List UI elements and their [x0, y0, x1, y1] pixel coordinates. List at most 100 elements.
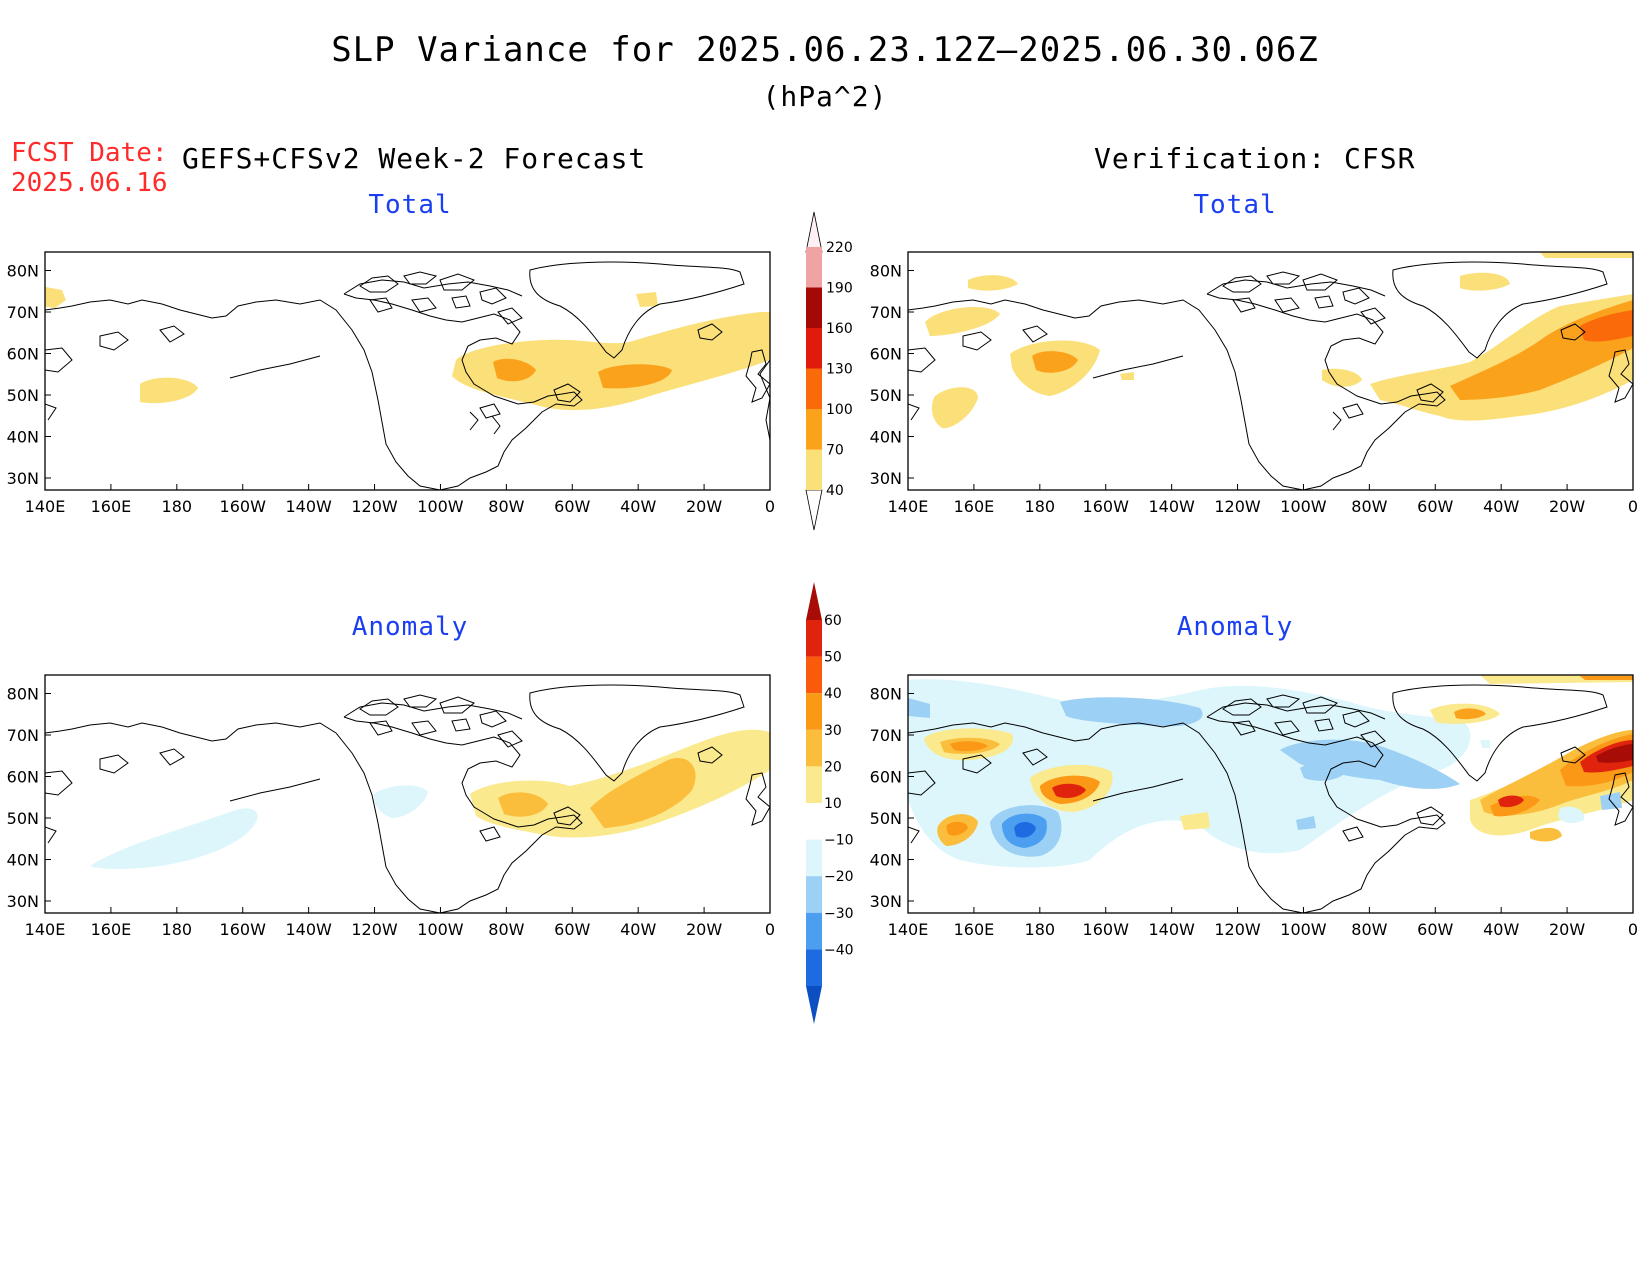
- lon-tick-label-forecast-total: 120W: [351, 497, 398, 516]
- lon-tick-label-forecast-anomaly: 40W: [620, 920, 656, 939]
- lon-tick-label-verification-anomaly: 60W: [1417, 920, 1453, 939]
- lat-tick-label-verification-anomaly: 70N: [870, 726, 902, 745]
- lon-tick-label-verification-anomaly: 0: [1628, 920, 1638, 939]
- colorbar-anomaly-label: −40: [824, 942, 854, 958]
- lon-tick-label-verification-anomaly: 120W: [1214, 920, 1261, 939]
- lon-tick-label-verification-anomaly: 20W: [1549, 920, 1585, 939]
- lat-tick-label-forecast-total: 40N: [7, 428, 39, 447]
- lon-tick-label-forecast-total: 40W: [620, 497, 656, 516]
- lon-tick-label-forecast-anomaly: 80W: [488, 920, 524, 939]
- map-frame-forecast-total: [44, 251, 771, 491]
- colorbar-anomaly-label: 30: [824, 723, 842, 739]
- lon-tick-label-forecast-total: 140E: [25, 497, 66, 516]
- lat-tick-label-verification-total: 50N: [870, 386, 902, 405]
- colorbar-total-swatch: [806, 368, 822, 409]
- lon-tick-label-forecast-total: 20W: [686, 497, 722, 516]
- lon-tick-label-verification-anomaly: 160W: [1083, 920, 1130, 939]
- map-verification-total: 140E 160E 180 160W 140W 120W 100W 80W 60W 40W 20W 0…: [870, 251, 1638, 517]
- lat-tick-label-forecast-total: 70N: [7, 303, 39, 322]
- lon-tick-label-verification-total: 140E: [888, 497, 929, 516]
- lon-tick-label-verification-total: 20W: [1549, 497, 1585, 516]
- lat-tick-label-verification-total: 40N: [870, 428, 902, 447]
- lat-tick-label-verification-anomaly: 40N: [870, 851, 902, 870]
- map-verification-anomaly: 140E 160E 180 160W 140W 120W 100W 80W 60W 40W 20W 0…: [870, 674, 1638, 939]
- colorbar-total-label: 100: [826, 402, 853, 418]
- colorbar-total-swatch: [806, 287, 822, 328]
- lon-tick-label-forecast-total: 100W: [417, 497, 464, 516]
- colorbar-total-label: 130: [826, 362, 853, 378]
- verification-title: Verification: CFSR: [1094, 142, 1416, 175]
- lon-tick-label-verification-total: 160E: [954, 497, 995, 516]
- lon-tick-label-forecast-anomaly: 20W: [686, 920, 722, 939]
- lon-tick-label-forecast-total: 140W: [285, 497, 332, 516]
- colorbar-anomaly-min-arrow: [806, 986, 822, 1024]
- lon-tick-label-verification-anomaly: 40W: [1483, 920, 1519, 939]
- lat-tick-label-verification-anomaly: 30N: [870, 892, 902, 911]
- colorbar-anomaly-swatch: [806, 656, 822, 694]
- lon-tick-label-forecast-total: 0: [765, 497, 775, 516]
- axes-verification-total: 140E 160E 180 160W 140W 120W 100W 80W 60W 40W 20W 0…: [870, 262, 1638, 517]
- colorbar-total-label: 40: [826, 483, 844, 499]
- colorbar-anomaly-label: 10: [824, 796, 842, 812]
- lat-tick-label-forecast-anomaly: 60N: [7, 768, 39, 787]
- coastlines-forecast-total: [45, 261, 770, 490]
- colorbar-total-label: 220: [826, 240, 853, 256]
- colorbar-anomaly: 60 50 40 30 20 10 −10 −20 −30 −40: [806, 582, 854, 1024]
- colorbar-anomaly-label: 60: [824, 613, 842, 629]
- lat-tick-label-forecast-total: 60N: [7, 345, 39, 364]
- panel-title-forecast-total: Total: [368, 190, 452, 220]
- colorbar-total-swatch: [806, 409, 822, 450]
- contour-fills-forecast-anomaly: [90, 729, 770, 869]
- colorbar-total-swatch: [806, 328, 822, 369]
- lon-tick-label-forecast-total: 60W: [554, 497, 590, 516]
- lat-tick-label-forecast-anomaly: 70N: [7, 726, 39, 745]
- lat-tick-label-verification-anomaly: 50N: [870, 809, 902, 828]
- lat-tick-label-verification-anomaly: 60N: [870, 768, 902, 787]
- lat-tick-label-forecast-total: 50N: [7, 386, 39, 405]
- lat-tick-label-verification-total: 80N: [870, 262, 902, 281]
- colorbar-anomaly-swatch: [806, 949, 822, 986]
- axes-forecast-anomaly: 140E 160E 180 160W 140W 120W 100W 80W 60W 40W 20W 0…: [7, 685, 775, 940]
- lon-tick-label-verification-total: 60W: [1417, 497, 1453, 516]
- lon-tick-label-verification-total: 180: [1025, 497, 1056, 516]
- figure-units: (hPa^2): [762, 80, 888, 113]
- lon-tick-label-forecast-total: 160W: [220, 497, 267, 516]
- lon-tick-label-verification-total: 80W: [1351, 497, 1387, 516]
- colorbar-anomaly-label: 40: [824, 686, 842, 702]
- contour-fills-verification-anomaly: [908, 675, 1633, 913]
- panel-title-forecast-anomaly: Anomaly: [351, 612, 469, 642]
- lat-tick-label-verification-anomaly: 80N: [870, 685, 902, 704]
- colorbar-anomaly-swatch: [806, 693, 822, 730]
- lon-tick-label-forecast-anomaly: 100W: [417, 920, 464, 939]
- lon-tick-label-forecast-total: 80W: [488, 497, 524, 516]
- lon-tick-label-forecast-anomaly: 0: [765, 920, 775, 939]
- colorbar-anomaly-swatch: [806, 729, 822, 767]
- lon-tick-label-verification-total: 140W: [1148, 497, 1195, 516]
- colorbar-anomaly-swatch: [806, 839, 822, 877]
- lon-tick-label-forecast-anomaly: 160E: [91, 920, 132, 939]
- lat-tick-label-verification-total: 60N: [870, 345, 902, 364]
- lon-tick-label-forecast-anomaly: 140E: [25, 920, 66, 939]
- lon-tick-label-forecast-anomaly: 140W: [285, 920, 332, 939]
- lon-tick-label-verification-anomaly: 100W: [1280, 920, 1327, 939]
- lon-tick-label-verification-total: 40W: [1483, 497, 1519, 516]
- colorbar-total-label: 160: [826, 321, 853, 337]
- lon-tick-label-verification-anomaly: 140E: [888, 920, 929, 939]
- lon-tick-label-forecast-anomaly: 60W: [554, 920, 590, 939]
- colorbar-total-swatch: [806, 449, 822, 490]
- colorbar-anomaly-label: −20: [824, 869, 854, 885]
- lon-tick-label-forecast-total: 160E: [91, 497, 132, 516]
- lon-tick-label-verification-total: 100W: [1280, 497, 1327, 516]
- colorbar-anomaly-swatch: [806, 803, 822, 840]
- colorbar-anomaly-label: −30: [824, 906, 854, 922]
- map-frame-verification-total: [907, 251, 1634, 491]
- forecast-date-value: 2025.06.16: [11, 168, 168, 198]
- coastlines-verification-total: [908, 261, 1633, 490]
- lat-tick-label-forecast-total: 30N: [7, 469, 39, 488]
- colorbar-total-max-arrow: [805, 211, 823, 253]
- colorbar-total-min-arrow: [805, 489, 823, 531]
- colorbar-anomaly-swatch: [806, 912, 822, 950]
- lon-tick-label-verification-anomaly: 180: [1025, 920, 1056, 939]
- colorbar-anomaly-swatch: [806, 620, 822, 657]
